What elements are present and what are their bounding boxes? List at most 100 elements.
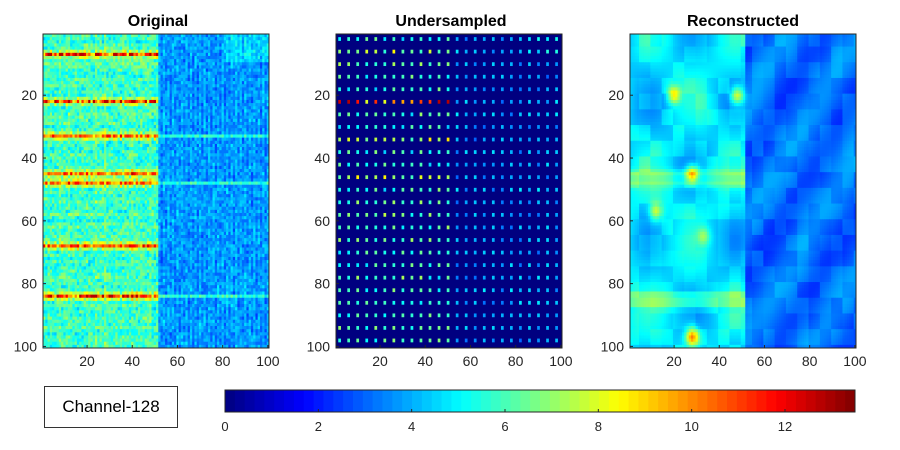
heatmap-cell	[205, 81, 209, 85]
heatmap-cell	[144, 52, 148, 57]
heatmap-cell	[144, 65, 148, 69]
heatmap-cell	[70, 62, 73, 66]
heatmap-cell	[221, 71, 225, 76]
heatmap-cell	[187, 74, 191, 79]
heatmap-cell	[115, 43, 118, 47]
heatmap-cell	[140, 34, 143, 38]
heatmap-cell	[113, 52, 116, 57]
heatmap-cell	[153, 55, 157, 60]
heatmap-cell	[162, 65, 166, 69]
heatmap-cell	[235, 71, 238, 76]
heatmap-cell	[255, 59, 259, 63]
heatmap-cell	[99, 59, 103, 63]
heatmap-cell	[217, 84, 220, 88]
heatmap-cell	[133, 55, 137, 60]
heatmap-cell	[237, 40, 241, 44]
heatmap-cell	[58, 81, 62, 85]
heatmap-cell	[61, 40, 64, 44]
heatmap-cell	[169, 34, 173, 38]
heatmap-cell	[239, 34, 243, 38]
heatmap-cell	[126, 43, 130, 47]
heatmap-cell	[160, 62, 164, 66]
heatmap-cell	[72, 74, 76, 79]
heatmap-cell	[108, 77, 112, 82]
heatmap-cell	[189, 59, 193, 63]
heatmap-cell	[207, 46, 211, 51]
heatmap-cell	[117, 52, 121, 57]
heatmap-cell	[185, 52, 189, 57]
heatmap-cell	[248, 84, 252, 88]
heatmap-cell	[226, 40, 229, 44]
heatmap-cell	[228, 49, 231, 54]
heatmap-cell	[165, 49, 168, 54]
heatmap-cell	[81, 49, 85, 54]
heatmap-cell	[160, 55, 164, 60]
heatmap-cell	[149, 77, 152, 82]
heatmap-cell	[255, 87, 259, 91]
heatmap-cell	[158, 77, 161, 82]
heatmap-cell	[192, 34, 195, 38]
heatmap-cell	[79, 52, 82, 57]
heatmap-cell	[106, 77, 109, 82]
heatmap-cell	[156, 37, 159, 41]
heatmap-cell	[83, 55, 87, 60]
heatmap-cell	[126, 40, 130, 44]
heatmap-cell	[194, 65, 198, 69]
heatmap-cell	[244, 49, 247, 54]
heatmap-cell	[81, 68, 85, 73]
heatmap-cell	[246, 43, 250, 47]
heatmap-cell	[230, 81, 234, 85]
heatmap-cell	[144, 84, 148, 88]
heatmap-cell	[43, 74, 46, 79]
heatmap-cell	[196, 49, 200, 54]
heatmap-cell	[183, 59, 186, 63]
heatmap-cell	[221, 37, 225, 41]
heatmap-cell	[56, 77, 60, 82]
heatmap-cell	[85, 71, 89, 76]
heatmap-cell	[183, 40, 186, 44]
heatmap-cell	[61, 77, 64, 82]
heatmap-cell	[180, 74, 184, 79]
heatmap-cell	[250, 43, 254, 47]
heatmap-cell	[63, 62, 66, 66]
heatmap-cell	[101, 46, 105, 51]
heatmap-cell	[108, 46, 112, 51]
heatmap-cell	[194, 34, 198, 38]
heatmap-cell	[264, 34, 268, 38]
heatmap-cell	[79, 40, 82, 44]
heatmap-cell	[52, 71, 55, 76]
heatmap-cell	[142, 55, 146, 60]
heatmap-cell	[257, 62, 261, 66]
heatmap-cell	[158, 81, 161, 85]
heatmap-cell	[144, 77, 148, 82]
heatmap-cell	[180, 68, 184, 73]
heatmap-cell	[156, 68, 159, 73]
heatmap-cell	[171, 59, 175, 63]
heatmap-cell	[194, 55, 198, 60]
heatmap-cell	[108, 49, 112, 54]
heatmap-cell	[79, 74, 82, 79]
heatmap-cell	[255, 62, 259, 66]
heatmap-cell	[217, 74, 220, 79]
heatmap-cell	[137, 37, 141, 41]
heatmap-cell	[262, 40, 265, 44]
heatmap-cell	[94, 81, 98, 85]
heatmap-cell	[117, 43, 121, 47]
heatmap-cell	[135, 87, 139, 91]
heatmap-cell	[85, 62, 89, 66]
heatmap-cell	[214, 52, 218, 57]
heatmap-cell	[99, 87, 103, 91]
heatmap-cell	[133, 71, 137, 76]
heatmap-cell	[142, 68, 146, 73]
heatmap-cell	[79, 37, 82, 41]
heatmap-cell	[88, 84, 91, 88]
heatmap-cell	[49, 46, 53, 51]
heatmap-cell	[131, 90, 134, 95]
heatmap-cell	[210, 49, 213, 54]
heatmap-cell	[185, 46, 189, 51]
heatmap-cell	[63, 52, 66, 57]
heatmap-cell	[149, 43, 152, 47]
heatmap-cell	[85, 84, 89, 88]
heatmap-cell	[122, 55, 125, 60]
heatmap-cell	[67, 40, 71, 44]
